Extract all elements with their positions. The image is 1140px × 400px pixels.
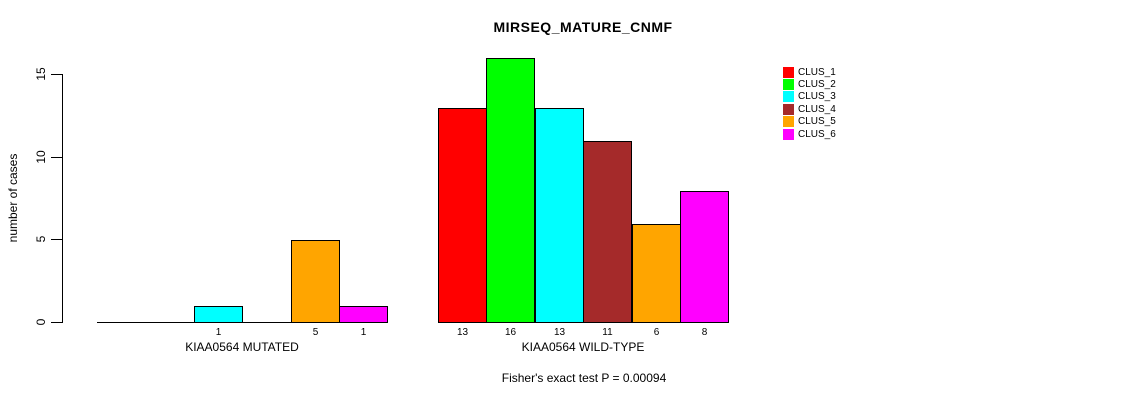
y-tick-label: 15 (34, 67, 48, 81)
legend-label: CLUS_5 (798, 116, 836, 128)
y-tick-label: 5 (34, 235, 48, 243)
legend-item: CLUS_1 (783, 66, 836, 78)
bar-clus_6-group2 (680, 191, 729, 323)
bar-clus_3-group1 (194, 306, 243, 323)
legend-item: CLUS_2 (783, 78, 836, 91)
y-axis-label: number of cases (6, 153, 20, 243)
bar-clus_4-group2 (583, 141, 632, 323)
legend-item: CLUS_6 (783, 128, 836, 140)
group-label-mutated: KIAA0564 MUTATED (185, 340, 299, 354)
bar-clus_2-group2 (486, 58, 535, 323)
legend-label: CLUS_3 (798, 91, 836, 103)
fisher-test-annotation: Fisher's exact test P = 0.00094 (501, 371, 667, 385)
group-label-wild-type: KIAA0564 WILD-TYPE (521, 340, 645, 354)
legend-label: CLUS_4 (798, 103, 836, 115)
bar-clus_1-group2 (438, 108, 487, 323)
bar-clus_3-group2 (535, 108, 584, 323)
y-tick-label: 0 (34, 318, 48, 326)
chart-title: MIRSEQ_MATURE_CNMF (493, 19, 673, 35)
y-tick-label: 10 (34, 150, 48, 164)
legend-item: CLUS_3 (783, 91, 836, 103)
bar-clus_5-group1 (291, 240, 340, 323)
bar-clus_5-group2 (632, 224, 681, 323)
legend-label: CLUS_2 (798, 79, 836, 91)
bar-clus_2-group1-zero (145, 322, 194, 323)
legend-label: CLUS_1 (798, 66, 836, 78)
bar-clus_1-group1-zero (97, 322, 146, 323)
y-tick (51, 74, 62, 75)
legend-item: CLUS_5 (783, 116, 836, 128)
bar-clus_6-group1 (339, 306, 388, 323)
legend-swatch-icon (783, 91, 794, 103)
bar-value-label: 1 (215, 327, 222, 338)
legend-swatch-icon (783, 128, 794, 140)
bar-value-label: 1 (360, 327, 367, 338)
y-axis-line (62, 74, 63, 323)
legend-swatch-icon (783, 79, 794, 91)
bar-value-label: 6 (653, 327, 660, 338)
legend-swatch-icon (783, 103, 794, 115)
y-tick (51, 157, 62, 158)
y-tick (51, 239, 62, 240)
legend-item: CLUS_4 (783, 103, 836, 115)
bar-value-label: 13 (553, 327, 566, 338)
legend-swatch-icon (783, 66, 794, 78)
bar-value-label: 11 (602, 327, 613, 338)
y-tick (51, 322, 62, 323)
bar-value-label: 16 (504, 327, 517, 338)
legend-swatch-icon (783, 116, 794, 128)
bar-value-label: 8 (701, 327, 708, 338)
bar-value-label: 13 (456, 327, 469, 338)
bar-clus_4-group1-zero (242, 322, 291, 323)
legend: CLUS_1 CLUS_2 CLUS_3 CLUS_4 CLUS_5 CLUS_6 (783, 66, 836, 140)
legend-label: CLUS_6 (798, 128, 836, 140)
bar-value-label: 5 (312, 327, 319, 338)
